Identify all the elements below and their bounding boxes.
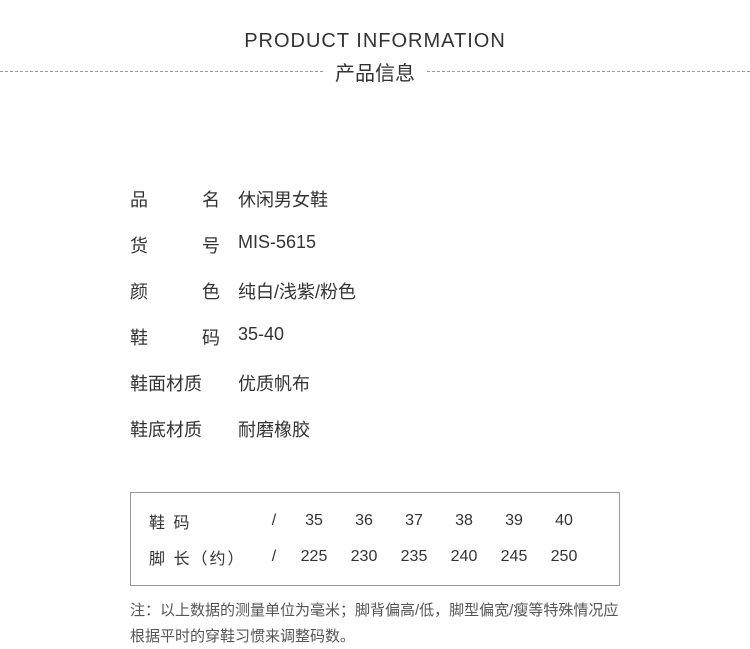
size-cell: 40 (539, 512, 589, 530)
size-cell: 230 (339, 548, 389, 566)
size-row-separator: / (259, 512, 289, 530)
size-row: 脚 长（约）/225230235240245250 (149, 539, 601, 575)
size-cell: 35 (289, 512, 339, 530)
size-table: 鞋 码/353637383940脚 长（约）/22523023524024525… (130, 492, 620, 586)
size-cell: 38 (439, 512, 489, 530)
spec-value: 耐磨橡胶 (238, 416, 310, 442)
spec-row: 货号 MIS-5615 (130, 232, 750, 258)
spec-label: 鞋面材质 (130, 370, 220, 396)
size-cell: 36 (339, 512, 389, 530)
size-cell: 245 (489, 548, 539, 566)
spec-value: 优质帆布 (238, 370, 310, 396)
size-cell: 39 (489, 512, 539, 530)
spec-row: 鞋码 35-40 (130, 324, 750, 350)
note-text: 注：以上数据的测量单位为毫米；脚背偏高/低，脚型偏宽/瘦等特殊情况应根据平时的穿… (130, 598, 620, 649)
spec-label: 颜色 (130, 278, 220, 304)
spec-label: 鞋底材质 (130, 416, 220, 442)
size-row-label: 脚 长（约） (149, 545, 259, 569)
dash-line-left (0, 71, 323, 72)
spec-row: 品名休闲男女鞋 (130, 186, 750, 212)
size-cell: 225 (289, 548, 339, 566)
specs-list: 品名休闲男女鞋货号 MIS-5615 颜色纯白/浅紫/粉色鞋码 35-40 鞋面材质优质… (130, 186, 750, 442)
size-cell: 37 (389, 512, 439, 530)
spec-value: 休闲男女鞋 (238, 186, 328, 212)
spec-row: 颜色纯白/浅紫/粉色 (130, 278, 750, 304)
size-cell: 235 (389, 548, 439, 566)
dash-line-right (427, 71, 750, 72)
spec-label: 货号 (130, 232, 220, 258)
title-english: PRODUCT INFORMATION (0, 30, 750, 53)
header: PRODUCT INFORMATION 产品信息 (0, 0, 750, 86)
size-cell: 240 (439, 548, 489, 566)
spec-value: 纯白/浅紫/粉色 (238, 278, 356, 304)
spec-value: 35-40 (238, 324, 284, 350)
spec-row: 鞋底材质耐磨橡胶 (130, 416, 750, 442)
size-row-separator: / (259, 548, 289, 566)
spec-label: 品名 (130, 186, 220, 212)
size-row-label: 鞋 码 (149, 509, 259, 533)
size-cell: 250 (539, 548, 589, 566)
size-row: 鞋 码/353637383940 (149, 503, 601, 539)
spec-label: 鞋码 (130, 324, 220, 350)
spec-row: 鞋面材质优质帆布 (130, 370, 750, 396)
title-chinese: 产品信息 (323, 57, 427, 86)
divider-row: 产品信息 (0, 57, 750, 86)
spec-value: MIS-5615 (238, 232, 316, 258)
